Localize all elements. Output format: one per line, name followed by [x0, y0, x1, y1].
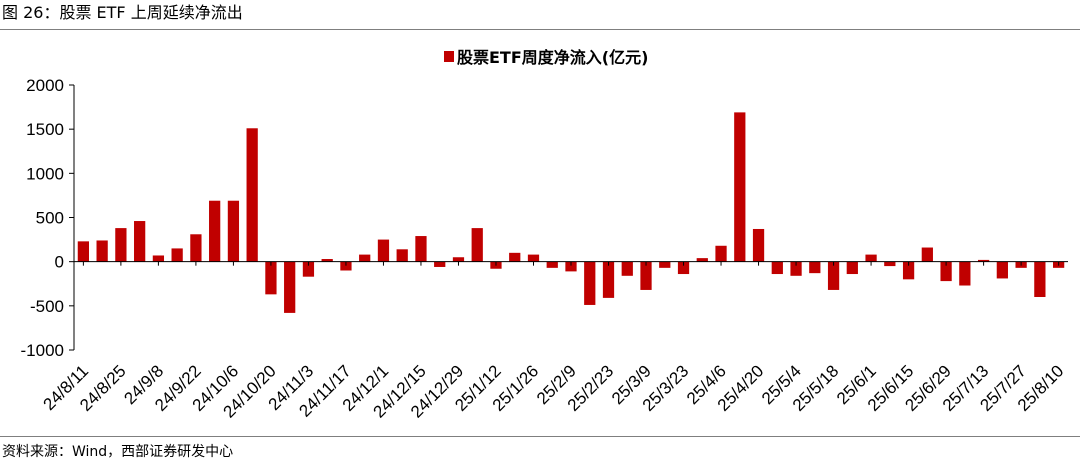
bar — [265, 261, 277, 295]
bar — [715, 245, 727, 262]
bar — [884, 261, 896, 267]
bar — [134, 221, 146, 262]
bar — [452, 257, 465, 262]
bar — [790, 261, 802, 276]
bar — [77, 241, 89, 262]
bar — [959, 261, 971, 286]
source-note: 资料来源：Wind，西部证券研发中心 — [2, 444, 234, 460]
figure-title: 图 26：股票 ETF 上周延续净流出 — [2, 3, 243, 22]
bar — [621, 261, 633, 276]
bar — [809, 261, 821, 274]
y-tick-label: -1000 — [21, 341, 64, 360]
bar — [527, 254, 540, 262]
bottom-rule — [0, 436, 1080, 437]
bar — [115, 228, 127, 262]
top-rule — [0, 29, 1080, 30]
bar — [940, 261, 952, 282]
y-tick-label: -500 — [30, 297, 64, 316]
bar — [771, 261, 783, 275]
bar — [246, 128, 258, 262]
bar — [1034, 261, 1046, 297]
bar — [321, 259, 333, 262]
bar — [509, 252, 521, 262]
bar — [396, 249, 408, 262]
bar — [565, 261, 577, 272]
y-tick-label: 0 — [55, 253, 64, 272]
bar — [152, 255, 165, 262]
bar — [584, 261, 596, 305]
bar — [996, 261, 1008, 279]
bar — [284, 261, 296, 313]
bar — [227, 200, 240, 262]
bar — [96, 240, 108, 262]
bar — [846, 261, 858, 275]
bar — [659, 261, 671, 268]
legend: 股票ETF周度净流入(亿元) — [444, 48, 648, 67]
y-tick-label: 1000 — [26, 164, 64, 183]
bar — [471, 228, 483, 262]
bar — [302, 261, 315, 277]
bar — [415, 236, 427, 262]
bar — [546, 261, 558, 268]
bar — [190, 234, 202, 262]
y-tick-label: 2000 — [26, 76, 64, 95]
bar — [921, 247, 933, 262]
bar — [734, 112, 746, 262]
bar — [340, 261, 352, 271]
bar — [902, 261, 915, 280]
bar — [827, 261, 840, 290]
legend-swatch — [444, 51, 454, 62]
bar — [602, 261, 615, 298]
y-tick-label: 500 — [36, 209, 64, 228]
bar — [752, 228, 765, 262]
bar — [977, 259, 990, 262]
bar — [696, 258, 708, 262]
bar — [209, 200, 221, 262]
bar — [434, 261, 446, 267]
bar — [171, 248, 183, 262]
bar — [865, 254, 877, 262]
bar — [677, 261, 690, 275]
legend-label: 股票ETF周度净流入(亿元) — [457, 48, 648, 67]
bar — [640, 261, 652, 290]
bar — [359, 254, 371, 262]
y-tick-label: 1500 — [26, 120, 64, 139]
bar — [377, 239, 390, 262]
